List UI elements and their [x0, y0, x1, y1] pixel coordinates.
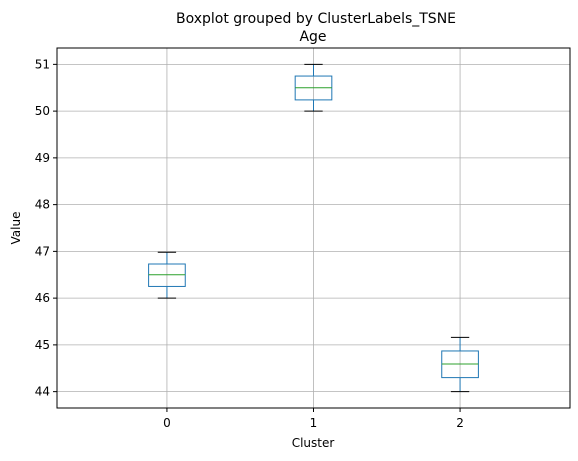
- box-group-0: [148, 251, 186, 299]
- chart-suptitle: Boxplot grouped by ClusterLabels_TSNE: [176, 11, 456, 27]
- grid-lines: [57, 48, 570, 408]
- x-tick-label: 2: [456, 416, 464, 430]
- y-tick-label: 45: [35, 338, 50, 352]
- y-tick-label: 50: [35, 104, 50, 118]
- x-axis-label: Cluster: [292, 436, 335, 450]
- box-group-1: [294, 63, 333, 112]
- x-tick-label: 0: [163, 416, 171, 430]
- y-tick-label: 44: [35, 385, 50, 399]
- chart-title: Age: [299, 29, 326, 45]
- y-tick-label: 48: [35, 198, 50, 212]
- y-tick-label: 46: [35, 291, 50, 305]
- box-group-2: [441, 336, 479, 393]
- axis-ticks: 44 45 46 47 48 49 50 51 0 1 2: [35, 57, 464, 430]
- x-tick-label: 1: [310, 416, 318, 430]
- y-tick-label: 49: [35, 151, 50, 165]
- y-tick-label: 47: [35, 244, 50, 258]
- box-series: [148, 63, 479, 393]
- y-axis-label: Value: [9, 212, 23, 245]
- y-tick-label: 51: [35, 57, 50, 71]
